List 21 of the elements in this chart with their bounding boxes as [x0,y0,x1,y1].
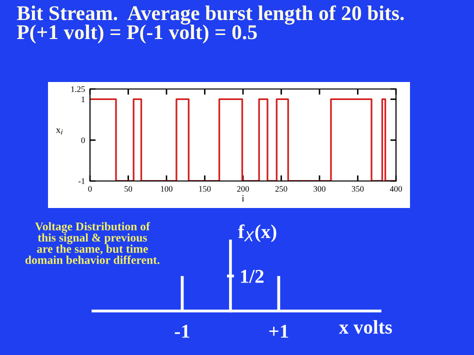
x-tick-label: +1 [269,324,288,338]
y-tick-label: 0 [81,137,85,144]
chart-title: Bit Stream. Average burst length of 20 bits. P(+1 volt) = P(-1 volt) = 0.5 [16,5,404,44]
x-tick-label: 300 [314,186,326,192]
y-axis-title: f$_{X}$(x) [238,224,276,242]
y-tick-label: 1 [82,96,85,102]
x-tick-label: 250 [275,186,288,192]
x-axis-title: i [242,195,244,202]
x-tick-label: 350 [352,186,364,192]
x-tick-label: 100 [160,186,172,192]
y-tick-label: 1/2 [241,270,264,283]
y-axis-title: x$_{i}$ [56,128,63,135]
x-tick-label: 200 [237,186,249,192]
y-tick-label: 1.25 [71,86,85,92]
annotation: Voltage Distribution of this signal & previous are the same, but time domain behavior different. [25,222,160,264]
x-tick-label: 150 [199,186,211,192]
x-axis-title: x volts [338,320,392,334]
x-tick-label: 400 [390,186,402,192]
x-tick-label: 50 [124,186,132,192]
y-tick-label: -1 [78,178,85,184]
x-tick-label: 0 [88,186,92,192]
